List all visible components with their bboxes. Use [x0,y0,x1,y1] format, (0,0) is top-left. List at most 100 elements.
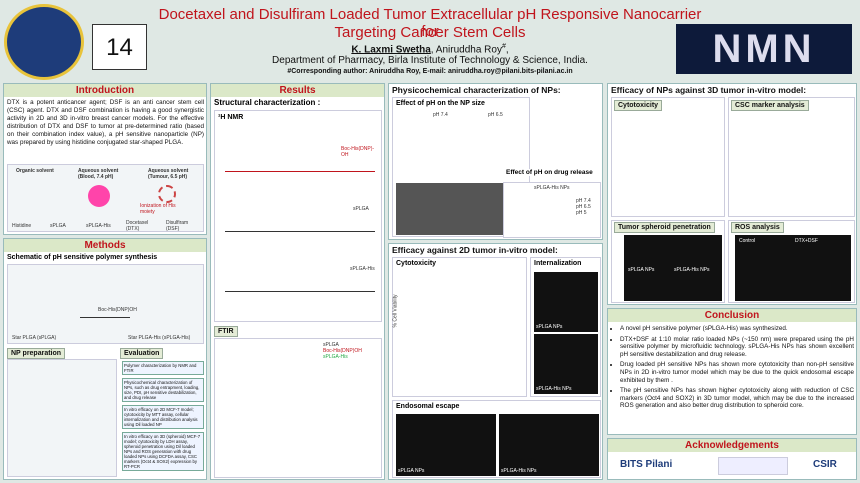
label: Control [739,238,756,244]
release-figure: Effect of pH on drug release sPLGA-His N… [503,169,601,238]
eval-item: In vitro efficacy on 2D MCF-7 model; cyt… [122,405,204,429]
author: , Aniruddha Roy [430,44,502,56]
subheading: Effect of pH on the NP size [396,100,485,107]
heading: Acknowledgements [608,439,856,452]
micro-image [534,272,598,332]
micro-image [396,414,496,476]
logo-bits [4,4,84,80]
eval-item: Polymer characterization by NMR and FTIR [122,361,204,375]
subheading: NP preparation [7,348,66,359]
label: pH 7.4 [433,112,448,118]
label: pH 6.5 [488,112,503,118]
internalization-figure: Internalization sPLGA NPs sPLGA-His NPs [530,257,601,397]
legend: sPLGA [323,342,339,348]
conclusion-list: A novel pH sensitive polymer (sPLGA-His)… [611,325,854,413]
results-panel: Results Structural characterization : ¹H… [210,83,385,480]
label: Boc-His(DNP)OH [98,307,137,313]
nanoparticle [158,185,176,203]
heading: Efficacy against 2D tumor in-vitro model… [392,245,558,255]
nmr-title: ¹H NMR [218,114,244,121]
heading: Methods [4,239,206,252]
legend: Histidine [12,223,32,229]
spectrum [225,291,375,292]
ack-panel: Acknowledgements BITS Pilani CSIR [607,438,857,480]
cytotox3d-figure: Cytotoxicity [611,97,725,217]
introduction-panel: Introduction DTX is a potent anticancer … [3,83,207,235]
label: Organic solvent [16,168,54,174]
logo-dst [718,457,788,475]
subheading: Cytotoxicity [614,100,663,111]
conclusion-panel: Conclusion A novel pH sensitive polymer … [607,308,857,435]
subheading: Internalization [534,260,582,267]
spectrum [225,171,375,172]
nanoparticle [88,185,110,207]
subheading: Evaluation [120,348,164,359]
label: sPLGA-His NPs [501,468,537,474]
csc-figure: CSC marker analysis [728,97,855,217]
micro-image [499,414,599,476]
legend: Disulfiram (DSF) [166,220,189,232]
methods-panel: Methods Schematic of pH sensitive polyme… [3,238,207,480]
label: sPLGA [353,206,369,212]
heading: Introduction [4,84,206,97]
legend: sPLGA-His [323,354,348,360]
subheading: ROS analysis [731,222,784,233]
poster-number: 14 [92,24,147,70]
micro-image [534,334,598,394]
label: Aqueous solvent (Blood, 7.4 pH) [78,168,119,180]
conclusion-point: DTX+DSF at 1:10 molar ratio loaded NPs (… [620,336,854,359]
title: Docetaxel and Disulfiram Loaded Tumor Ex… [158,6,702,40]
author: K. Laxmi Swetha [351,44,431,56]
micro-image [735,235,851,301]
eval-item: Physicochemical characterization of NPs,… [122,378,204,402]
conclusion-point: A novel pH sensitive polymer (sPLGA-His)… [620,325,854,333]
arrow [80,317,130,318]
subheading: Structural characterization : [214,98,321,107]
micro-image [624,235,722,301]
legend: Docetaxel (DTX) [126,220,149,232]
label: Aqueous solvent (Tumour, 6.5 pH) [148,168,189,180]
legend: pH 7.4 [576,198,591,204]
logo-nmn: NMN [676,24,852,74]
author-mark: # [501,43,506,50]
heading: Physicochemical characterization of NPs: [392,85,561,95]
label: sPLGA-His NPs [534,185,570,191]
synthesis-figure: Boc-His(DNP)OH Star PLGA (sPLGA) Star PL… [7,264,204,344]
label: Star PLGA-His (sPLGA-His) [128,335,191,341]
authors: K. Laxmi Swetha, Aniruddha Roy#, [150,43,710,55]
penetration-figure: Tumor spheroid penetration sPLGA NPs sPL… [611,220,725,303]
spectrum [225,231,375,232]
conclusion-point: The pH sensitive NPs has shown higher cy… [620,387,854,410]
heading: Results [211,84,384,97]
legend: pH 6.5 [576,204,591,210]
ros-figure: ROS analysis Control DTX+DSF [728,220,855,303]
logo: BITS Pilani [620,459,673,470]
subheading: Schematic of pH sensitive polymer synthe… [7,254,158,261]
label: Star PLGA (sPLGA) [12,335,57,341]
subheading: Effect of pH on drug release [506,169,593,176]
axis-label: % Cell Viability [392,294,399,328]
intro-figure: Organic solvent Aqueous solvent (Blood, … [7,164,204,232]
heading: Efficacy of NPs against 3D tumor in-vitr… [611,85,807,95]
legend: pH 5 [576,210,587,216]
physico-panel: Physicochemical characterization of NPs:… [388,83,603,240]
label: Ionization of His moiety [140,203,176,215]
subheading: Endosomal escape [396,403,460,410]
ftir-figure: sPLGA Boc-His(DNP)OH sPLGA-His [214,338,382,478]
legend: Boc-His(DNP)OH [323,348,362,354]
label: sPLGA-His [350,266,375,272]
endosomal-figure: Endosomal escape sPLGA NPs sPLGA-His NPs [392,400,601,478]
logo: CSIR [813,459,837,470]
label: sPLGA NPs [398,468,425,474]
eval-item: In vitro efficacy on 3D (spheroid) MCF-7… [122,432,204,471]
legend: sPLGA-His [86,223,111,229]
heading: Conclusion [608,309,856,322]
label: sPLGA NPs [536,324,563,330]
title: Targeting Cancer Stem Cells [334,24,526,41]
author-tail: , [505,44,509,56]
label: Boc-His(DNP)-OH [341,146,375,158]
corresponding: #Corresponding author: Aniruddha Roy, E-… [287,68,573,75]
intro-text: DTX is a potent anticancer agent; DSF is… [7,99,204,146]
conclusion-point: Drug loaded pH sensitive NPs has shown m… [620,361,854,384]
nmr-figure: ¹H NMR Boc-His(DNP)-OH sPLGA sPLGA-His [214,110,382,322]
